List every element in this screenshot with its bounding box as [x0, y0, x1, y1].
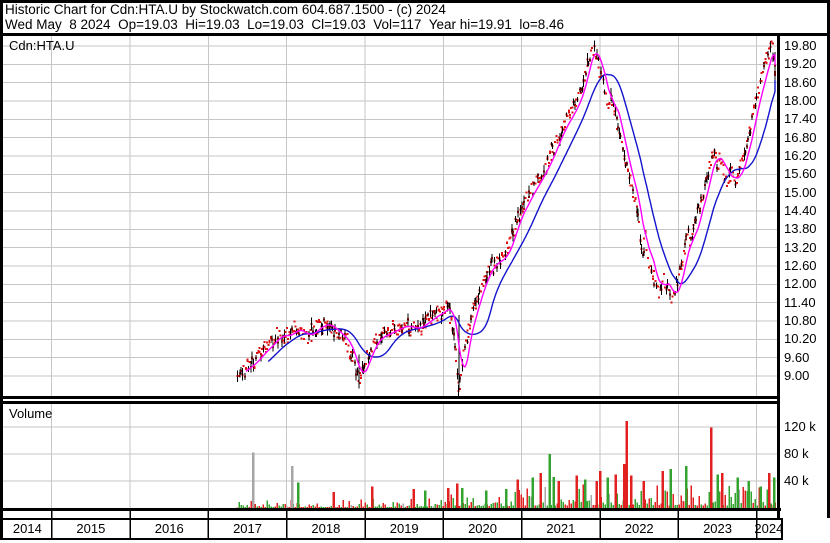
- volume-axis-tick: 40 k: [784, 473, 809, 488]
- price-axis-tick: 18.60: [784, 74, 817, 90]
- volume-axis-tick: 80 k: [784, 446, 809, 461]
- price-axis-tick: 17.40: [784, 111, 817, 127]
- price-axis-tick: 10.20: [784, 331, 817, 347]
- price-axis-tick: 9.00: [784, 368, 810, 384]
- symbol-label: Cdn:HTA.U: [9, 38, 75, 53]
- year-axis-tick: 2021: [546, 521, 576, 536]
- year-axis-tick: 2018: [311, 521, 341, 536]
- year-axis-tick: 2017: [233, 521, 262, 536]
- year-axis-tick: 2014: [12, 521, 42, 536]
- year-axis-tick: 2023: [703, 521, 732, 536]
- price-axis-tick: 19.80: [784, 38, 817, 53]
- price-axis-tick: 12.00: [784, 276, 817, 292]
- year-axis-tick: 2022: [624, 521, 654, 536]
- chart-title: Historic Chart for Cdn:HTA.U by Stockwat…: [5, 2, 446, 17]
- volume-axis-tick: 120 k: [784, 419, 816, 434]
- year-axis-tick: 2016: [154, 521, 184, 536]
- price-axis-tick: 9.60: [784, 349, 810, 365]
- price-axis-tick: 16.20: [784, 148, 817, 164]
- price-axis-tick: 13.20: [784, 239, 817, 255]
- price-axis-tick: 15.00: [784, 184, 817, 200]
- price-axis-tick: 18.00: [784, 93, 817, 108]
- volume-panel-label: Volume: [9, 406, 53, 421]
- price-axis-tick: 16.80: [784, 129, 817, 145]
- year-axis-tick: 2019: [389, 521, 419, 536]
- year-axis-tick: 2015: [76, 521, 106, 536]
- year-axis-tick: 2020: [468, 521, 497, 536]
- price-axis-tick: 14.40: [784, 203, 817, 219]
- price-axis-tick: 12.60: [784, 258, 817, 274]
- quote-summary-line: Wed May 8 2024 Op=19.03 Hi=19.03 Lo=19.0…: [5, 17, 565, 32]
- price-axis-tick: 13.80: [784, 221, 817, 237]
- price-axis-tick: 11.40: [784, 294, 816, 310]
- price-axis-tick: 10.80: [784, 313, 817, 329]
- price-axis-tick: 19.20: [784, 56, 817, 72]
- year-axis-tick: 2024: [754, 521, 784, 536]
- price-axis-tick: 15.60: [784, 166, 817, 182]
